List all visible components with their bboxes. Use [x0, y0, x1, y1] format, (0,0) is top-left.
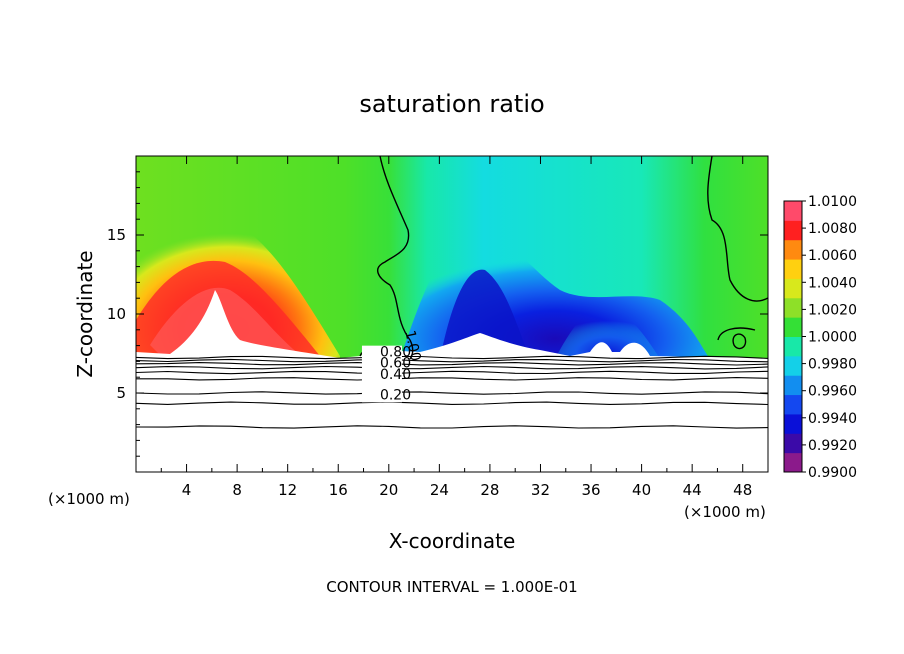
- colorbar-swatch: [784, 413, 802, 434]
- colorbar-swatch: [784, 452, 802, 473]
- x-axis-label: X-coordinate: [389, 529, 516, 553]
- colorbar-swatch: [784, 433, 802, 454]
- x-tick-label: 24: [430, 481, 449, 499]
- contour-label-bg: [361, 356, 402, 371]
- contour-label: 0.80: [380, 345, 411, 361]
- contour-line-7.25: [136, 355, 768, 360]
- x-axis-ticks: 4 8 12 16 20 24 28 32 36 40 44 48: [160, 156, 752, 499]
- contour-interval-note: CONTOUR INTERVAL = 1.000E-01: [326, 578, 577, 596]
- contour-label-bg: [361, 345, 402, 360]
- colorbar-label: 0.9960: [808, 384, 857, 400]
- contour-line-1: [377, 156, 414, 360]
- colorbar-swatch: [784, 317, 802, 337]
- contour-lines: [136, 355, 768, 429]
- contour-label: 1.00: [401, 329, 423, 363]
- contour-line-5: [136, 391, 768, 395]
- colorbar-label: 1.0060: [808, 248, 857, 264]
- x-tick-label: 8: [232, 481, 242, 499]
- colorbar-label: 1.0000: [808, 330, 857, 346]
- colorbar-swatch: [784, 394, 802, 415]
- contour-label-bg: [361, 388, 402, 403]
- colorbar-label: 1.0100: [808, 194, 857, 210]
- colorbar-label: 0.9940: [808, 411, 857, 427]
- y-tick-label: 15: [107, 226, 126, 244]
- colorbar-swatch: [784, 375, 802, 396]
- x-tick-label: 44: [683, 481, 702, 499]
- x-tick-label: 4: [182, 481, 192, 499]
- subsaturated-core: [440, 269, 530, 359]
- colorbar-swatch: [784, 259, 802, 279]
- contour-line-4.35: [136, 401, 768, 406]
- colorbar-swatch: [784, 355, 802, 376]
- contour-label: 0.60: [380, 356, 411, 372]
- x-tick-label: 16: [329, 481, 348, 499]
- contour-line-5.9: [136, 377, 768, 381]
- contour-label-bg: [361, 367, 402, 382]
- colorbar-swatch: [784, 278, 802, 299]
- y-axis-label: Z-coordinate: [73, 250, 97, 377]
- colorbar-label: 0.9900: [808, 465, 857, 481]
- y-axis-ticks: 5 10 15: [107, 171, 768, 457]
- contour-line-2.85: [136, 425, 768, 429]
- colorbar-label: 1.0040: [808, 275, 857, 291]
- x-unit-right: (×1000 m): [684, 503, 766, 521]
- plot-area: 0.800.600.40 0.20 1.00: [136, 156, 768, 472]
- contour-line-6.85: [136, 362, 768, 366]
- contour-line-3: [717, 327, 756, 341]
- chart-title: saturation ratio: [359, 90, 544, 118]
- contour-label: 0.40: [380, 367, 411, 383]
- terrain-mask: [136, 290, 768, 472]
- x-tick-label: 48: [733, 481, 752, 499]
- colorbar-swatch: [784, 201, 802, 221]
- y-tick-label: 10: [107, 305, 126, 323]
- colorbar-swatch: [784, 220, 802, 241]
- y-tick-label: 5: [116, 384, 126, 402]
- contour-labels: 0.800.600.40 0.20 1.00: [361, 329, 423, 403]
- x-tick-label: 20: [379, 481, 398, 499]
- x-unit-left: (×1000 m): [48, 490, 130, 508]
- contour-line-7.05: [136, 358, 768, 363]
- colorbar-swatch: [784, 297, 802, 318]
- colorbar: 1.0100 1.0080 1.0060 1.0040 1.0020 1.0000 0.99…: [783, 194, 857, 481]
- x-tick-label: 36: [581, 481, 600, 499]
- colorbar-swatch: [784, 336, 802, 357]
- contour-label: 0.20: [380, 387, 411, 403]
- colorbar-label: 0.9920: [808, 438, 857, 454]
- contour-line-4: [732, 333, 747, 350]
- contour-line-6.3: [136, 370, 768, 375]
- colorbar-label: 1.0080: [808, 221, 857, 237]
- colorbar-label: 1.0020: [808, 302, 857, 318]
- x-tick-label: 40: [632, 481, 651, 499]
- x-tick-label: 12: [278, 481, 297, 499]
- x-tick-label: 32: [531, 481, 550, 499]
- colorbar-label: 0.9980: [808, 357, 857, 373]
- x-tick-label: 28: [480, 481, 499, 499]
- contour-line-2: [707, 156, 768, 302]
- colorbar-swatch: [784, 239, 802, 260]
- contour-line-6.6: [136, 365, 768, 370]
